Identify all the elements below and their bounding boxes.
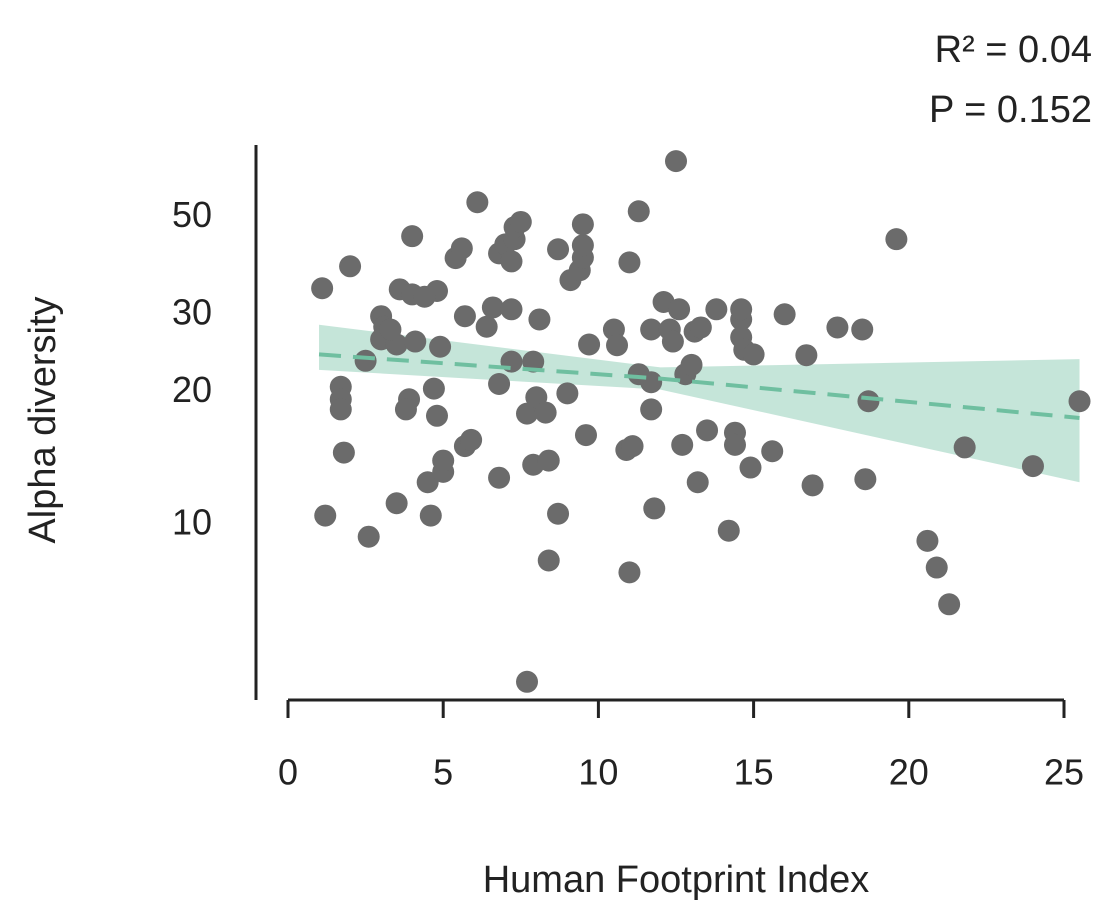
- x-tick-label: 25: [1044, 752, 1084, 793]
- point: [723, 433, 746, 456]
- point: [571, 213, 594, 236]
- x-tick-label: 5: [433, 752, 453, 793]
- x-tick-label: 15: [734, 752, 774, 793]
- point: [696, 419, 719, 442]
- point: [500, 298, 523, 321]
- point: [509, 210, 532, 233]
- point: [730, 298, 753, 321]
- point: [547, 238, 570, 261]
- trend-line: [318, 352, 1080, 420]
- point: [332, 441, 355, 464]
- point: [571, 234, 594, 257]
- point: [643, 497, 666, 520]
- point: [419, 504, 442, 527]
- point: [739, 456, 762, 479]
- point: [528, 308, 551, 331]
- point: [826, 316, 849, 339]
- y-tick-label: 30: [172, 291, 212, 332]
- point: [385, 492, 408, 515]
- point: [618, 251, 641, 274]
- point: [357, 525, 380, 548]
- point: [547, 502, 570, 525]
- point: [578, 333, 601, 356]
- point: [606, 334, 629, 357]
- point: [537, 449, 560, 472]
- annotation: P = 0.152: [929, 89, 1092, 131]
- point: [668, 298, 691, 321]
- point: [661, 330, 684, 353]
- point: [404, 330, 427, 353]
- point: [339, 255, 362, 278]
- point: [466, 191, 489, 214]
- point: [379, 318, 402, 341]
- y-axis-label: Alpha diversity: [22, 296, 64, 543]
- point: [742, 343, 765, 366]
- x-tick-label: 0: [278, 752, 298, 793]
- point: [640, 398, 663, 421]
- point: [1021, 455, 1044, 478]
- x-tick-label: 20: [889, 752, 929, 793]
- point: [938, 593, 961, 616]
- point: [689, 316, 712, 339]
- x-axis-label: Human Footprint Index: [483, 859, 870, 901]
- point: [640, 318, 663, 341]
- point: [354, 349, 377, 372]
- point: [618, 561, 641, 584]
- point: [311, 277, 334, 300]
- point: [314, 504, 337, 527]
- point: [516, 670, 539, 693]
- point: [537, 549, 560, 572]
- point: [885, 228, 908, 251]
- point: [925, 556, 948, 579]
- point: [429, 335, 452, 358]
- point: [460, 428, 483, 451]
- point: [481, 296, 504, 319]
- point: [686, 471, 709, 494]
- point: [705, 298, 728, 321]
- point: [916, 529, 939, 552]
- point: [854, 468, 877, 491]
- point: [401, 225, 424, 248]
- point: [416, 471, 439, 494]
- point: [450, 237, 473, 260]
- point: [680, 353, 703, 376]
- point: [851, 318, 874, 341]
- point: [627, 200, 650, 223]
- point: [857, 390, 880, 413]
- point: [556, 382, 579, 405]
- y-tick-label: 10: [172, 501, 212, 542]
- point: [488, 373, 511, 396]
- point: [801, 474, 824, 497]
- annotation: R² = 0.04: [935, 29, 1092, 71]
- point: [432, 449, 455, 472]
- point: [422, 377, 445, 400]
- point: [1068, 390, 1091, 413]
- point: [516, 402, 539, 425]
- point: [665, 150, 687, 173]
- point: [329, 398, 352, 421]
- point: [574, 424, 597, 447]
- point: [717, 519, 740, 542]
- point: [394, 398, 417, 421]
- point: [953, 436, 976, 459]
- x-tick-label: 10: [578, 752, 618, 793]
- y-tick-label: 20: [172, 369, 212, 410]
- point: [534, 401, 557, 424]
- point: [795, 344, 818, 367]
- point: [453, 305, 476, 328]
- y-tick-label: 50: [172, 194, 212, 235]
- point: [671, 433, 694, 456]
- point: [522, 350, 545, 373]
- point: [761, 440, 784, 463]
- point: [488, 466, 511, 489]
- point: [500, 250, 523, 273]
- point: [475, 315, 498, 338]
- point: [640, 371, 663, 394]
- point: [425, 404, 448, 427]
- point: [621, 435, 644, 458]
- point: [413, 285, 436, 308]
- point: [773, 303, 796, 326]
